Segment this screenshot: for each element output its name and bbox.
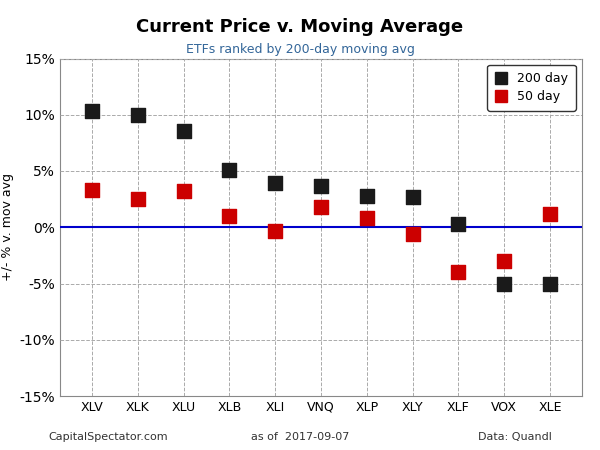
200 day (179, 127, 188, 134)
Text: CapitalSpectator.com: CapitalSpectator.com (48, 432, 167, 442)
200 day (224, 166, 234, 173)
50 day (362, 215, 371, 222)
Legend: 200 day, 50 day: 200 day, 50 day (487, 65, 576, 111)
Text: as of  2017-09-07: as of 2017-09-07 (251, 432, 349, 442)
Text: ETFs ranked by 200-day moving avg: ETFs ranked by 200-day moving avg (185, 43, 415, 56)
Text: Current Price v. Moving Average: Current Price v. Moving Average (136, 18, 464, 36)
200 day (87, 108, 97, 115)
200 day (454, 220, 463, 228)
50 day (271, 227, 280, 234)
50 day (224, 212, 234, 220)
Text: Data: Quandl: Data: Quandl (478, 432, 552, 442)
50 day (408, 230, 418, 238)
200 day (362, 192, 371, 199)
50 day (499, 257, 509, 265)
200 day (316, 182, 326, 189)
50 day (179, 188, 188, 195)
50 day (87, 186, 97, 194)
Y-axis label: +/- % v. mov avg: +/- % v. mov avg (1, 173, 14, 281)
50 day (454, 269, 463, 276)
50 day (545, 210, 555, 217)
50 day (316, 203, 326, 211)
200 day (271, 180, 280, 187)
200 day (408, 194, 418, 201)
200 day (133, 111, 143, 118)
200 day (545, 280, 555, 287)
50 day (133, 195, 143, 203)
200 day (499, 280, 509, 287)
